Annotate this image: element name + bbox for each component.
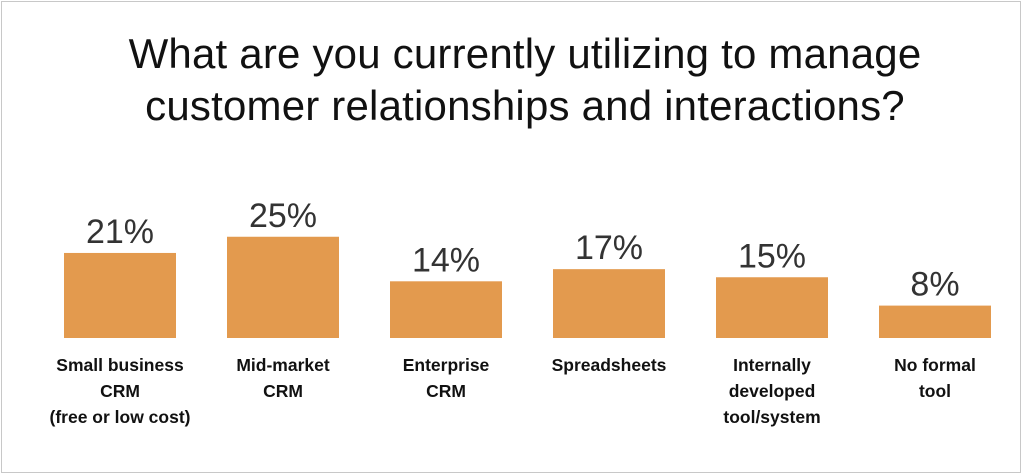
category-label-4: Spreadsheets xyxy=(552,355,667,375)
category-label-line: tool xyxy=(919,381,951,401)
value-label-4: 17% xyxy=(575,229,643,267)
category-label-line: developed xyxy=(729,381,816,401)
category-label-line: (free or low cost) xyxy=(50,407,191,427)
value-label-2: 25% xyxy=(249,197,317,235)
category-label-line: tool/system xyxy=(723,407,820,427)
chart-title-line-2: customer relationships and interactions? xyxy=(145,82,905,129)
category-label-6: No formal tool xyxy=(894,355,976,401)
bar-6 xyxy=(879,305,991,338)
category-label-line: Small business xyxy=(56,355,184,375)
bar-5 xyxy=(716,277,828,338)
category-label-3: Enterprise CRM xyxy=(403,355,490,401)
category-label-2: Mid-market CRM xyxy=(236,355,330,401)
value-label-3: 14% xyxy=(412,241,480,279)
category-label-line: CRM xyxy=(100,381,140,401)
value-label-5: 15% xyxy=(738,237,806,275)
category-label-line: Mid-market xyxy=(236,355,330,375)
bar-2 xyxy=(227,236,339,338)
category-label-5: Internally developed tool/system xyxy=(723,355,820,427)
category-label-1: Small business CRM (free or low cost) xyxy=(50,355,191,427)
category-label-line: No formal xyxy=(894,355,976,375)
bar-1 xyxy=(64,252,176,338)
chart-title: What are you currently utilizing to mana… xyxy=(60,28,990,132)
value-label-6: 8% xyxy=(910,266,959,304)
category-label-line: CRM xyxy=(426,381,466,401)
chart-title-line-1: What are you currently utilizing to mana… xyxy=(128,30,922,77)
category-label-line: Spreadsheets xyxy=(552,355,667,375)
value-label-1: 21% xyxy=(86,213,154,251)
bar-4 xyxy=(553,269,665,338)
category-label-line: Internally xyxy=(733,355,811,375)
bar-3 xyxy=(390,281,502,338)
category-label-line: CRM xyxy=(263,381,303,401)
category-label-line: Enterprise xyxy=(403,355,490,375)
